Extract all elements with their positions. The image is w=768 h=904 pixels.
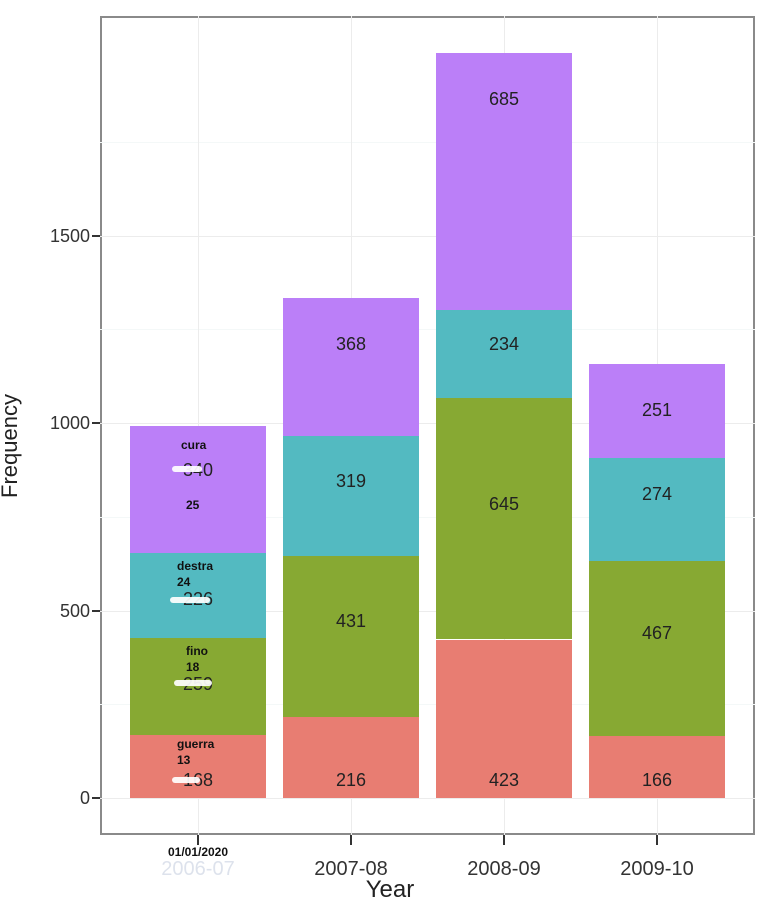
x-tick-mark (656, 835, 658, 845)
bar-segment-destra: 226 (130, 553, 266, 638)
annotation-destra: destra (177, 559, 214, 573)
annotation-guerra-count: 13 (177, 753, 191, 767)
annotation-cura: cura (181, 438, 207, 452)
y-tick-label: 1500 (49, 226, 90, 246)
bar-segment-guerra: 168 (130, 735, 266, 798)
bar-segment-guerra: 423 (436, 639, 572, 798)
x-tick-label-obscured: 2006-07 (161, 858, 235, 880)
x-tick-label: 2009-10 (620, 858, 694, 880)
gridline-1500 (100, 236, 755, 237)
bar-segment-fino: 645 (436, 397, 572, 640)
bar-value-label: 368 (335, 334, 367, 355)
bar-value-label: 423 (488, 769, 520, 790)
bar-segment-cura: 685 (436, 53, 572, 311)
gridline-x1 (198, 16, 199, 835)
scribble-mark (172, 777, 200, 783)
y-tick-mark (92, 235, 100, 237)
gridline-0 (100, 798, 755, 799)
bar-segment-destra: 274 (589, 458, 725, 561)
bar-value-label: 431 (335, 611, 367, 632)
y-tick-mark (92, 797, 100, 799)
gridline-minor (100, 142, 755, 143)
bar-value-label: 319 (335, 470, 367, 491)
scribble-mark (174, 680, 212, 686)
bar-segment-guerra: 166 (589, 735, 725, 798)
date-overlay-label: 01/01/2020 (167, 845, 229, 859)
bar-segment-fino: 467 (589, 560, 725, 736)
annotation-guerra: guerra (177, 737, 215, 751)
gridline-minor (100, 329, 755, 330)
bar-segment-fino: 259 (130, 638, 266, 736)
gridline-500 (100, 611, 755, 612)
x-tick-mark (197, 835, 199, 845)
gridline-minor (100, 517, 755, 518)
x-tick-mark (350, 835, 352, 845)
bar-segment-guerra: 216 (283, 717, 419, 798)
y-tick-label: 1000 (49, 413, 90, 433)
annotation-destra-count: 24 (177, 575, 191, 589)
bar-value-label: 251 (641, 400, 673, 421)
annotation-fino-count: 18 (186, 660, 200, 674)
bar-segment-cura: 368 (283, 298, 419, 437)
y-axis-title: Frequency (0, 394, 22, 498)
annotation-fino: fino (186, 644, 208, 658)
bar-value-label: 216 (335, 769, 367, 790)
bar-value-label: 645 (488, 493, 520, 514)
y-tick-mark (92, 610, 100, 612)
x-axis-title: Year (365, 876, 415, 903)
bar-value-label: 166 (641, 769, 673, 790)
bar-segment-cura: 340 (130, 425, 266, 554)
bar-segment-cura: 251 (589, 364, 725, 459)
y-tick-mark (92, 422, 100, 424)
bar-value-label: 685 (488, 89, 520, 110)
x-tick-mark (503, 835, 505, 845)
bar-value-label: 234 (488, 334, 520, 355)
bar-segment-destra: 234 (436, 310, 572, 398)
gridline-minor (100, 704, 755, 705)
bar-segment-destra: 319 (283, 436, 419, 556)
x-tick-label: 2008-09 (467, 858, 541, 880)
gridline-1000 (100, 423, 755, 424)
scribble-mark (172, 466, 202, 472)
y-tick-label: 0 (79, 788, 90, 808)
x-tick-label: 2007-08 (314, 858, 388, 880)
annotation-cura-count: 25 (186, 498, 200, 512)
y-tick-label: 500 (59, 601, 90, 621)
bar-value-label: 274 (641, 484, 673, 505)
scribble-mark (170, 597, 210, 603)
bar-segment-fino: 431 (283, 555, 419, 718)
bar-value-label: 467 (641, 623, 673, 644)
